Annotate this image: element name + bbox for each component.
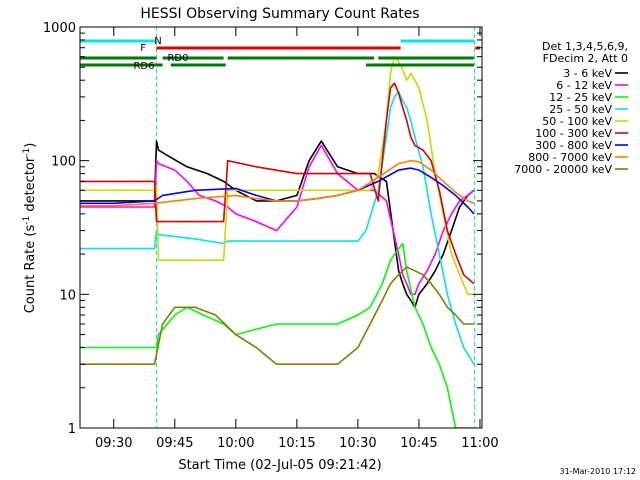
legend-label-2: 12 - 25 keV: [549, 91, 612, 104]
flag-label-f: F: [140, 43, 146, 54]
series-line-8: [80, 266, 474, 365]
x-axis: 09:30 09:45 10:00 10:15 10:30 10:45 11:00: [95, 27, 499, 451]
y-axis-title-mid: detector: [23, 156, 38, 216]
legend-label-5: 100 - 300 keV: [535, 127, 612, 140]
series-line-7: [80, 159, 475, 207]
flag-label-n: N: [154, 36, 161, 47]
legend-label-0: 3 - 6 keV: [563, 67, 612, 80]
y-tick-label-2: 100: [51, 155, 76, 170]
x-axis-title: Start Time (02-Jul-05 09:21:42): [178, 458, 381, 473]
legend-label-8: 7000 - 20000 keV: [514, 163, 612, 176]
y-axis-title-end: ): [23, 143, 38, 148]
legend-label-3: 25 - 50 keV: [549, 103, 612, 116]
y-axis-title-sup: -1: [22, 216, 32, 225]
flag-label-rd0: RD0: [167, 53, 188, 64]
series-line-0: [80, 140, 475, 309]
x-tick-label-3: 10:15: [278, 436, 315, 451]
y-axis-title-sup-2: -1: [22, 148, 32, 157]
y-axis: 1 10 100 1000: [43, 21, 482, 437]
plot-area: NF RD0 RD6: [80, 27, 480, 428]
x-tick-label-0: 09:30: [95, 436, 132, 451]
y-tick-label-0: 1: [68, 422, 76, 437]
legend-label-4: 50 - 100 keV: [542, 115, 612, 128]
legend-label-1: 6 - 12 keV: [556, 79, 612, 92]
chart-title: HESSI Observing Summary Count Rates: [140, 6, 419, 22]
x-tick-label-1: 09:45: [156, 436, 193, 451]
x-tick-label-4: 10:30: [339, 436, 376, 451]
series-line-3: [80, 90, 475, 365]
y-tick-label-3: 1000: [43, 21, 76, 36]
y-axis-title: Count Rate (s-1 detector-1): [22, 143, 38, 314]
plot-inner: [80, 27, 480, 428]
legend-header-line-1: FDecim 2, Att 0: [543, 52, 628, 65]
y-axis-title-main: Count Rate (s: [23, 225, 38, 314]
series-line-5: [80, 82, 475, 285]
x-tick-label-5: 10:45: [400, 436, 437, 451]
y-tick-label-1: 10: [59, 288, 76, 303]
legend-header-line-0: Det 1,3,4,5,6,9,: [542, 40, 628, 53]
legend: Det 1,3,4,5,6,9,FDecim 2, Att 0 3 - 6 keV…: [514, 40, 628, 176]
legend-label-7: 800 - 7000 keV: [528, 151, 612, 164]
x-tick-label-6: 11:00: [461, 436, 498, 451]
x-tick-label-2: 10:00: [217, 436, 254, 451]
flag-label-rd6: RD6: [133, 61, 154, 72]
legend-label-6: 300 - 800 keV: [535, 139, 612, 152]
series-line-2: [80, 242, 474, 428]
plot-frame: [79, 26, 483, 429]
footer-timestamp: 31-Mar-2010 17:12: [560, 467, 637, 476]
